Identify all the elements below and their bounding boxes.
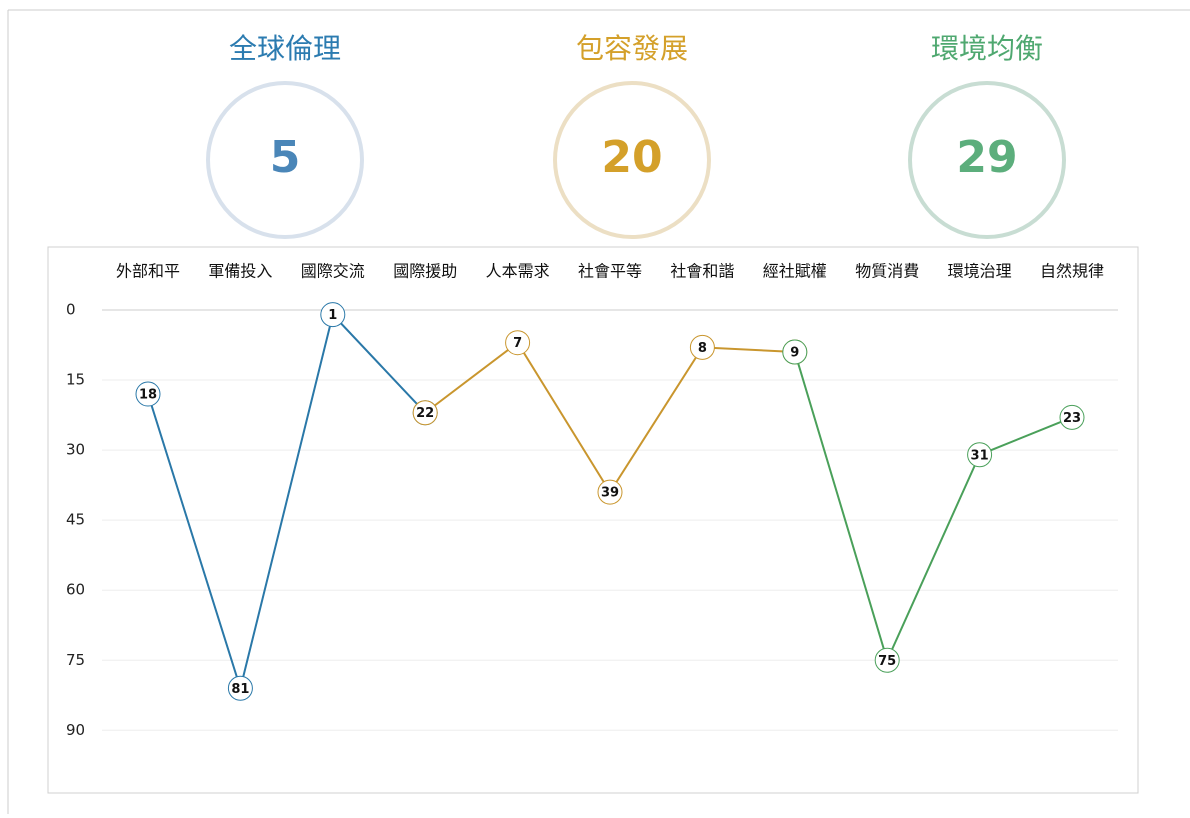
y-tick-label: 0 (66, 301, 76, 319)
score-value: 20 (601, 132, 662, 183)
data-label: 23 (1063, 411, 1081, 426)
data-label: 39 (601, 486, 619, 501)
data-label: 9 (790, 346, 799, 361)
x-tick-label: 社會和諧 (670, 262, 734, 281)
y-tick-label: 30 (66, 441, 85, 459)
data-label: 81 (231, 682, 249, 697)
point-marker (689, 334, 715, 360)
data-label: 7 (513, 336, 522, 351)
x-tick-label: 國際援助 (393, 262, 457, 281)
x-tick-label: 國際交流 (301, 262, 365, 281)
score-value: 5 (270, 132, 301, 183)
x-tick-label: 人本需求 (486, 262, 550, 281)
series-line (147, 312, 426, 692)
data-label: 18 (139, 388, 157, 403)
x-tick-label: 經社賦權 (763, 262, 827, 281)
data-label: 31 (971, 448, 989, 463)
data-label: 1 (328, 308, 337, 323)
x-tick-label: 外部和平 (116, 262, 180, 281)
point-marker (874, 647, 900, 673)
data-label: 22 (416, 406, 434, 421)
x-tick-label: 社會平等 (578, 262, 642, 281)
y-tick-label: 75 (66, 651, 85, 669)
score-title: 環境均衡 (931, 32, 1043, 65)
point-marker (1059, 404, 1085, 430)
point-marker (320, 302, 346, 328)
score-ring (908, 81, 1066, 239)
point-marker (227, 675, 253, 701)
data-label: 8 (698, 341, 707, 356)
series-line (793, 351, 1073, 664)
score-ring (553, 81, 711, 239)
point-marker (597, 479, 623, 505)
point-marker (505, 330, 531, 356)
score-ring (206, 81, 364, 239)
x-tick-label: 環境治理 (948, 262, 1012, 281)
x-tick-label: 軍備投入 (208, 262, 272, 281)
y-tick-label: 15 (66, 371, 85, 389)
score-value: 29 (956, 132, 1017, 183)
y-tick-label: 90 (66, 721, 85, 739)
y-tick-label: 45 (66, 511, 85, 529)
x-tick-label: 自然規律 (1040, 262, 1104, 281)
point-marker (782, 339, 808, 365)
score-title: 全球倫理 (229, 32, 341, 65)
x-tick-label: 物質消費 (855, 262, 919, 281)
y-tick-label: 60 (66, 581, 85, 599)
point-marker (135, 381, 161, 407)
score-title: 包容發展 (576, 32, 688, 65)
point-marker (412, 400, 438, 426)
point-marker (967, 442, 993, 468)
data-label: 75 (878, 654, 896, 669)
